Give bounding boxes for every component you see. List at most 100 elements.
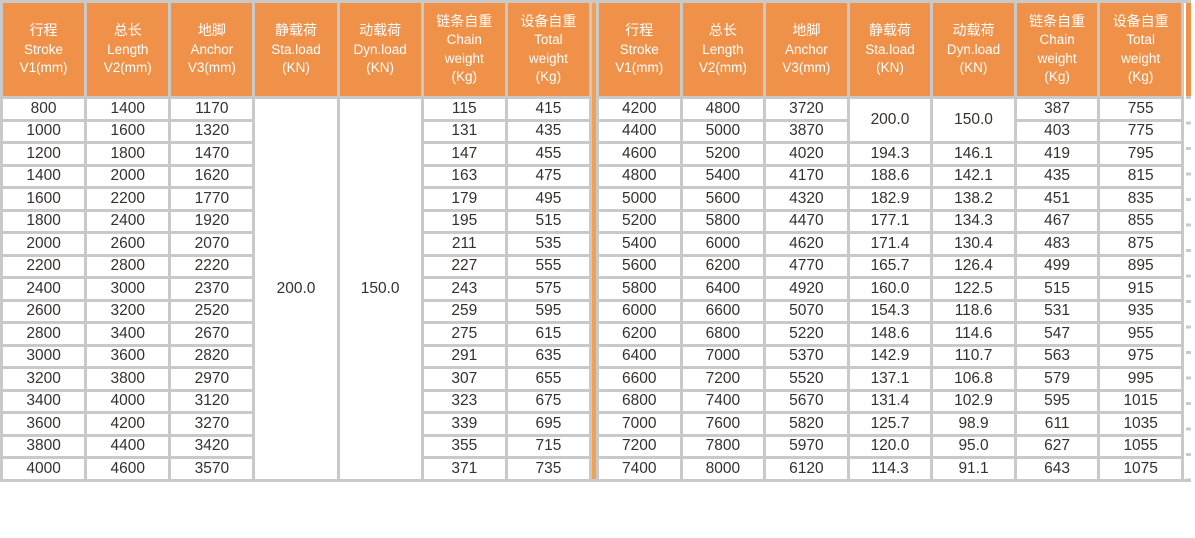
dyn-load-cell: 106.8	[930, 366, 1017, 392]
anchor-cell: 4320	[763, 186, 850, 212]
header-line: Anchor	[785, 41, 828, 57]
stroke-cell: 6400	[596, 343, 683, 369]
header-line: (KN)	[959, 60, 988, 76]
length-cell: 2800	[84, 253, 172, 279]
anchor-cell: 1770	[168, 186, 256, 212]
length-cell: 7600	[679, 411, 767, 437]
sta-load-cell: 120.0	[846, 433, 934, 459]
total-weight-cell: 995	[1097, 366, 1184, 392]
header-line: V2(mm)	[698, 60, 747, 76]
stroke-cell: 5400	[596, 231, 683, 257]
header-line: 设备自重	[1112, 12, 1169, 29]
length-cell: 7000	[679, 343, 767, 369]
data-row: 6000 6600 5070 154.3 118.6 531 935	[596, 298, 1184, 324]
chain-weight-cell: 339	[420, 411, 508, 437]
total-weight-cell: 1075	[1097, 456, 1184, 482]
sta-load-cell: 125.7	[846, 411, 934, 437]
dyn-load-cell: 110.7	[930, 343, 1017, 369]
sta-load-cell: 177.1	[846, 208, 934, 234]
stroke-cell: 4000	[0, 456, 88, 482]
chain-weight-cell: 515	[1013, 276, 1101, 302]
data-row: 4200 4800 3720 200.0 150.0 387 755	[596, 96, 1184, 144]
chain-weight-cell: 643	[1013, 456, 1101, 482]
dyn-load-cell: 114.6	[930, 321, 1017, 347]
anchor-cell: 1470	[168, 141, 256, 167]
column-header-chain-weight: 链条自重 Chain weight (Kg)	[1013, 0, 1101, 99]
stroke-cell: 2400	[0, 276, 88, 302]
anchor-cell: 5220	[763, 321, 850, 347]
total-weight-cell: 755	[1097, 96, 1184, 122]
anchor-cell: 5070	[763, 298, 850, 324]
data-row: 800 1400 1170 200.0 150.0 115 415	[0, 96, 593, 482]
length-cell: 2200	[84, 186, 172, 212]
header-line: Stroke	[24, 41, 64, 57]
column-header-anchor: 地脚 Anchor V3(mm)	[168, 0, 256, 99]
stroke-cell: 2200	[0, 253, 88, 279]
data-row: 4000 4600 3570 371 735	[0, 456, 593, 482]
anchor-cell: 5370	[763, 343, 850, 369]
data-row: 2200 2800 2220 227 555	[0, 253, 593, 279]
column-header-dyn-load: 动载荷 Dyn.load (KN)	[336, 0, 424, 99]
dyn-load-cell: 98.9	[930, 411, 1017, 437]
length-cell: 7200	[679, 366, 767, 392]
header-line: Sta.load	[865, 41, 915, 57]
header-line: V3(mm)	[782, 60, 831, 76]
sta-load-cell: 131.4	[846, 388, 934, 414]
sta-load-cell: 114.3	[846, 456, 934, 482]
data-row: 3000 3600 2820 291 635	[0, 343, 593, 369]
chain-weight-cell: 147	[420, 141, 508, 167]
header-line: 动载荷	[952, 22, 995, 39]
chain-weight-cell: 259	[420, 298, 508, 324]
anchor-cell: 4770	[763, 253, 850, 279]
length-cell: 4200	[84, 411, 172, 437]
dyn-load-cell: 118.6	[930, 298, 1017, 324]
header-line: Chain	[446, 32, 482, 48]
sta-load-merged-cell: 200.0	[252, 96, 340, 482]
total-weight-cell: 675	[504, 388, 593, 414]
total-weight-cell: 615	[504, 321, 593, 347]
chain-weight-cell: 547	[1013, 321, 1101, 347]
data-row: 5800 6400 4920 160.0 122.5 515 915	[596, 276, 1184, 302]
anchor-cell: 2520	[168, 298, 256, 324]
data-row: 1800 2400 1920 195 515	[0, 208, 593, 234]
data-row: 2800 3400 2670 275 615	[0, 321, 593, 347]
stroke-cell: 7000	[596, 411, 683, 437]
dyn-load-cell: 126.4	[930, 253, 1017, 279]
dyn-load-cell: 122.5	[930, 276, 1017, 302]
header-line: V1(mm)	[19, 60, 68, 76]
anchor-cell: 2070	[168, 231, 256, 257]
chain-weight-cell: 627	[1013, 433, 1101, 459]
header-line: 设备自重	[520, 12, 577, 29]
stroke-cell: 1200	[0, 141, 88, 167]
chain-weight-cell: 499	[1013, 253, 1101, 279]
anchor-cell: 3720	[763, 96, 850, 122]
total-weight-cell: 735	[504, 456, 593, 482]
length-cell: 6600	[679, 298, 767, 324]
total-weight-cell: 895	[1097, 253, 1184, 279]
header-line: Chain	[1039, 32, 1075, 48]
header-line: Length	[107, 41, 149, 57]
chain-weight-cell: 355	[420, 433, 508, 459]
length-cell: 5800	[679, 208, 767, 234]
stroke-cell: 5200	[596, 208, 683, 234]
stroke-cell: 6600	[596, 366, 683, 392]
total-weight-cell: 515	[504, 208, 593, 234]
anchor-cell: 5820	[763, 411, 850, 437]
cropped-header-sliver	[1186, 3, 1191, 99]
data-row: 1000 1600 1320 131 435	[0, 118, 593, 144]
data-row: 1600 2200 1770 179 495	[0, 186, 593, 212]
stroke-cell: 1800	[0, 208, 88, 234]
header-line: weight	[528, 50, 568, 66]
total-weight-cell: 955	[1097, 321, 1184, 347]
anchor-cell: 2970	[168, 366, 256, 392]
chain-weight-cell: 403	[1013, 118, 1101, 144]
header-line: Stroke	[619, 41, 659, 57]
chain-weight-cell: 579	[1013, 366, 1101, 392]
data-row: 3600 4200 3270 339 695	[0, 411, 593, 437]
anchor-cell: 5670	[763, 388, 850, 414]
anchor-cell: 2220	[168, 253, 256, 279]
total-weight-cell: 775	[1097, 118, 1184, 144]
stroke-cell: 3200	[0, 366, 88, 392]
chain-weight-cell: 163	[420, 163, 508, 189]
sta-load-cell: 194.3	[846, 141, 934, 167]
